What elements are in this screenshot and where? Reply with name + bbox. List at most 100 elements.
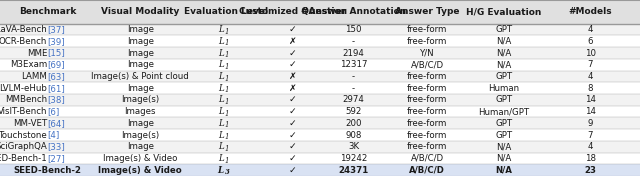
Text: 4: 4 [588,25,593,34]
Text: free-form: free-form [407,25,447,34]
Text: L: L [218,154,224,163]
Text: Human: Human [488,84,520,93]
Text: Image(s): Image(s) [121,95,159,104]
Text: 6: 6 [588,37,593,46]
Text: free-form: free-form [407,142,447,151]
Text: LVLM-eHub: LVLM-eHub [0,84,47,93]
Text: 2194: 2194 [342,49,365,58]
Text: MME: MME [27,49,47,58]
Text: -: - [352,37,355,46]
Text: 1: 1 [225,39,230,48]
Text: 908: 908 [346,131,362,140]
Text: 1: 1 [225,156,230,165]
Bar [0,0,640,24]
Text: VisIT-Bench: VisIT-Bench [0,107,47,116]
Text: SEED-Bench-1: SEED-Bench-1 [0,154,47,163]
Bar [0,24,640,36]
Text: Image: Image [127,84,154,93]
Text: Image(s) & Video: Image(s) & Video [99,166,182,175]
Text: ✓: ✓ [289,154,297,163]
Text: ✗: ✗ [289,72,297,81]
Text: [33]: [33] [47,142,65,151]
Text: GPT: GPT [495,25,513,34]
Text: Image: Image [127,60,154,69]
Text: 9: 9 [588,119,593,128]
Text: 4: 4 [588,142,593,151]
Text: L: L [218,95,224,104]
Text: Image(s) & Point cloud: Image(s) & Point cloud [92,72,189,81]
Text: N/A: N/A [497,49,511,58]
Text: L: L [218,142,224,151]
Text: 19242: 19242 [340,154,367,163]
Text: 2974: 2974 [342,95,365,104]
Text: H/G Evaluation: H/G Evaluation [467,7,541,16]
Bar [0,47,640,59]
Text: free-form: free-form [407,37,447,46]
Text: SciGraphQA: SciGraphQA [0,142,47,151]
Text: Evaluation Level: Evaluation Level [184,7,268,16]
Text: 10: 10 [585,49,596,58]
Text: free-form: free-form [407,84,447,93]
Text: Image: Image [127,25,154,34]
Text: ✓: ✓ [289,25,297,34]
Text: 3K: 3K [348,142,359,151]
Bar [0,36,640,47]
Text: ✓: ✓ [289,95,297,104]
Text: 1: 1 [225,110,230,118]
Text: L: L [218,37,224,46]
Text: 4: 4 [588,72,593,81]
Text: ✓: ✓ [289,107,297,116]
Text: free-form: free-form [407,72,447,81]
Bar [0,141,640,153]
Text: free-form: free-form [407,107,447,116]
Text: Benchmark: Benchmark [19,7,76,16]
Text: A/B/C/D: A/B/C/D [411,154,444,163]
Text: ✓: ✓ [289,49,297,58]
Text: 592: 592 [346,107,362,116]
Text: [38]: [38] [47,95,65,104]
Text: Image: Image [127,142,154,151]
Text: GPT: GPT [495,72,513,81]
Text: A/B/C/D: A/B/C/D [411,60,444,69]
Text: 3: 3 [225,168,230,176]
Text: L: L [218,166,224,175]
Text: [6]: [6] [47,107,60,116]
Text: ✓: ✓ [289,119,297,128]
Text: L: L [218,49,224,58]
Text: ✓: ✓ [289,131,297,140]
Text: 1: 1 [225,63,230,71]
Text: ✗: ✗ [289,84,297,93]
Text: Images: Images [124,107,156,116]
Text: Visual Modality: Visual Modality [101,7,179,16]
Text: Image: Image [127,37,154,46]
Text: Y/N: Y/N [420,49,435,58]
Text: #Answer Annotation: #Answer Annotation [301,7,406,16]
Bar [0,71,640,82]
Text: ✓: ✓ [289,60,297,69]
Text: Image(s) & Video: Image(s) & Video [103,154,177,163]
Text: [27]: [27] [47,154,65,163]
Text: MM-VET: MM-VET [13,119,47,128]
Text: Image: Image [127,49,154,58]
Text: [63]: [63] [47,72,65,81]
Text: [39]: [39] [47,37,65,46]
Text: N/A: N/A [497,154,511,163]
Text: N/A: N/A [495,166,513,175]
Text: 18: 18 [585,154,596,163]
Text: 14: 14 [585,107,596,116]
Text: free-form: free-form [407,131,447,140]
Bar [0,59,640,71]
Text: LAMM: LAMM [22,72,47,81]
Text: L: L [218,119,224,128]
Bar [0,106,640,117]
Text: 150: 150 [346,25,362,34]
Text: SEED-Bench-2: SEED-Bench-2 [13,166,81,175]
Bar [0,94,640,106]
Text: Customized Question: Customized Question [239,7,347,16]
Text: Image(s): Image(s) [121,131,159,140]
Text: GPT: GPT [495,95,513,104]
Bar [0,153,640,164]
Text: -: - [352,72,355,81]
Text: N/A: N/A [497,37,511,46]
Text: #Models: #Models [568,7,612,16]
